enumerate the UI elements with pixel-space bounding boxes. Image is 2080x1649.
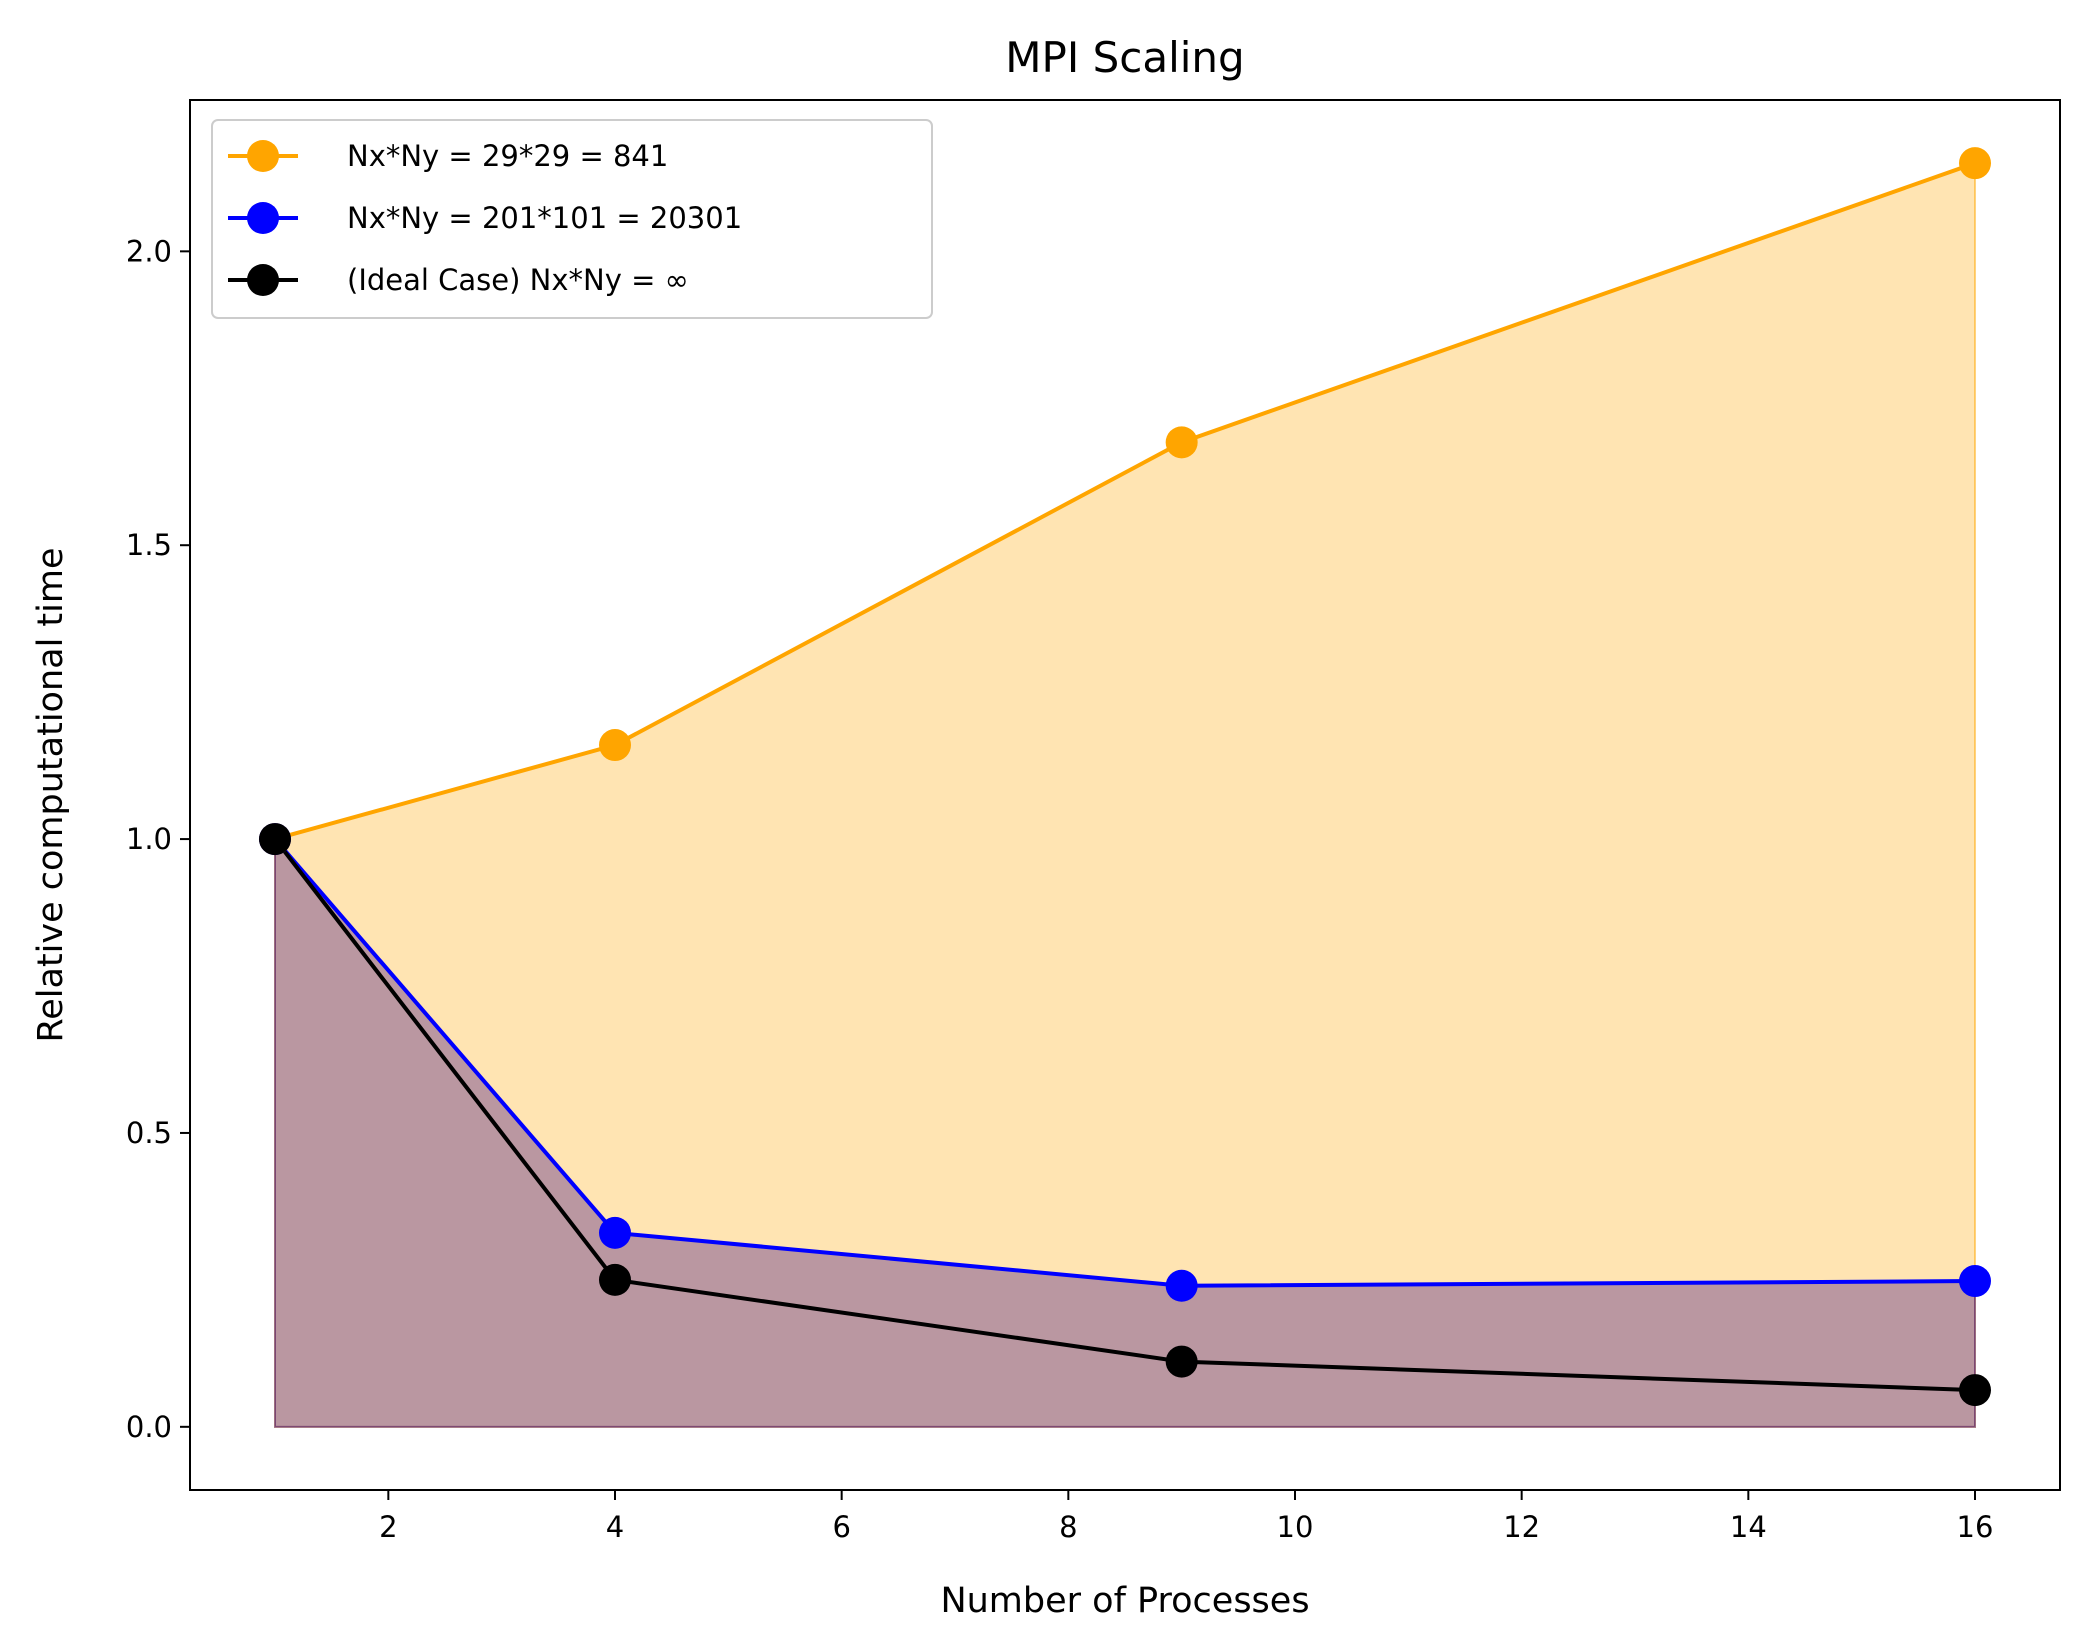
data-point-series-3-3 [1165, 1345, 1198, 1378]
legend: Nx*Ny = 29*29 = 841 Nx*Ny = 201*101 = 203… [211, 119, 933, 319]
area-fills [274, 161, 1976, 1428]
data-point-series-3-4 [1959, 1374, 1991, 1407]
x-tick-label: 2 [379, 1510, 397, 1544]
y-tick-label: 1.0 [126, 822, 172, 856]
x-axis-ticks: 2 4 6 8 10 12 14 16 [379, 1490, 1993, 1544]
data-point-series-1-2 [599, 729, 631, 762]
data-point-series-1-4 [1959, 147, 1991, 180]
legend-marker-1 [247, 140, 279, 172]
chart-title: MPI Scaling [1005, 33, 1244, 82]
x-tick-label: 14 [1730, 1510, 1767, 1544]
legend-label-1: Nx*Ny = 29*29 = 841 [347, 139, 668, 173]
x-axis-title: Number of Processes [940, 1581, 1309, 1621]
x-tick-label: 16 [1957, 1510, 1994, 1544]
plot-frame [189, 99, 2061, 1491]
data-point-series-2-2 [599, 1216, 631, 1249]
y-axis-title: Relative computational time [31, 547, 71, 1042]
y-tick-label: 2.0 [126, 234, 172, 268]
x-tick-label: 6 [832, 1510, 850, 1544]
series-lines [273, 161, 1976, 1393]
legend-label-2: Nx*Ny = 201*101 = 20301 [347, 201, 742, 235]
legend-label-3: (Ideal Case) Nx*Ny = ∞ [347, 263, 689, 297]
x-tick-label: 4 [606, 1510, 624, 1544]
data-point-series-1-3 [1165, 426, 1198, 459]
data-point-series-3-1 [259, 823, 291, 856]
y-tick-label: 0.5 [126, 1116, 172, 1150]
series-line-1 [274, 161, 1976, 842]
legend-marker-3 [247, 264, 279, 296]
data-point-series-2-4 [1959, 1265, 1991, 1298]
series-line-3 [273, 837, 1976, 1393]
data-point-series-3-2 [599, 1263, 631, 1296]
x-tick-label: 8 [1059, 1510, 1077, 1544]
legend-box [211, 119, 933, 319]
x-tick-label: 10 [1277, 1510, 1314, 1544]
legend-marker-2 [247, 202, 279, 234]
y-tick-label: 1.5 [126, 528, 172, 562]
data-point-series-2-3 [1165, 1269, 1198, 1302]
y-axis-ticks: 0.0 0.5 1.0 1.5 2.0 [126, 234, 190, 1444]
series-line-2 [273, 837, 1976, 1288]
y-tick-label: 0.0 [126, 1410, 172, 1444]
x-tick-label: 12 [1503, 1510, 1540, 1544]
series-points [259, 147, 1991, 1407]
